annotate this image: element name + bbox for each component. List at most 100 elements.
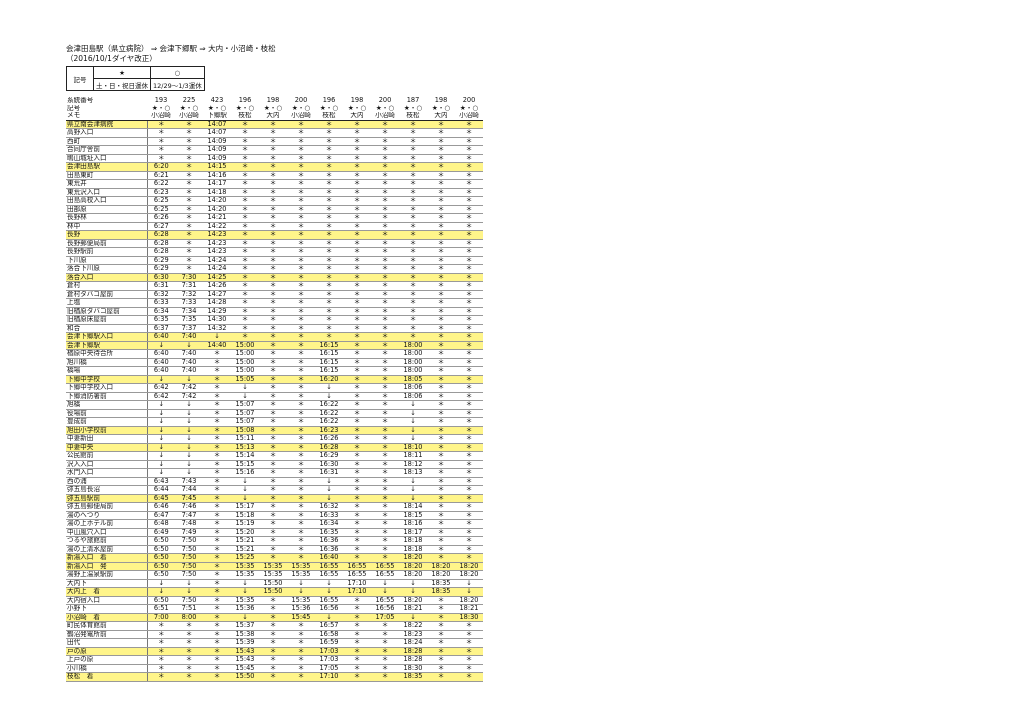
time-cell: ＊: [259, 273, 287, 282]
time-cell: ＊: [343, 477, 371, 486]
time-cell: ↓: [147, 409, 175, 418]
time-cell: ＊: [231, 256, 259, 265]
stop-name: 倉村タバコ屋前: [66, 290, 148, 299]
stop-name: 長野: [66, 230, 148, 240]
time-cell: 16:22: [315, 409, 343, 418]
time-cell: ＊: [399, 162, 427, 172]
table-row: 新湯入口 着 6:50 7:50 ＊ 15:25 ＊＊ 16:40 ＊＊ 18:20 ＊＊: [66, 553, 483, 563]
stop-name: 合同庁舎前: [66, 145, 148, 155]
time-cell: ＊: [259, 145, 287, 155]
time-cell: ＊: [175, 154, 203, 163]
time-cell: 15:35: [231, 596, 259, 605]
time-cell: ＊: [287, 298, 315, 308]
time-cell: 7:40: [175, 358, 203, 367]
header-row: メモ 小沼崎 小沼崎 下郷駅 枝松 大内 小沼崎 枝松 大内 小沼崎 枝松 大内 小沼崎: [66, 112, 483, 121]
time-cell: ↓: [231, 383, 259, 393]
time-cell: ＊: [259, 443, 287, 452]
time-cell: ＊: [455, 196, 483, 206]
symbol: ★・○: [291, 104, 311, 112]
time-cell: 16:34: [315, 519, 343, 529]
time-cell: ＊: [259, 290, 287, 299]
time-cell: ＊: [343, 239, 371, 248]
stop-name: 湯の上清水屋前: [66, 545, 148, 554]
time-cell: 7:37: [175, 324, 203, 333]
time-cell: ＊: [427, 664, 455, 673]
stop-name: 中妻中央: [66, 443, 148, 452]
time-cell: 15:36: [287, 604, 315, 614]
time-cell: ↓: [175, 587, 203, 597]
time-cell: ＊: [427, 426, 455, 435]
time-cell: ↓: [231, 392, 259, 401]
time-cell: 7:43: [175, 477, 203, 486]
table-row: 楢原中央待合所 6:40 7:40 ＊ 15:00 ＊＊ 16:15 ＊＊ 18:00 ＊＊: [66, 349, 483, 359]
stop-name: 旭川橋: [66, 358, 148, 367]
time-cell: ＊: [259, 256, 287, 265]
time-cell: 16:55: [315, 596, 343, 605]
time-cell: 6:28: [147, 230, 175, 240]
stop-name: 橋場: [66, 366, 148, 376]
time-cell: 7:51: [175, 604, 203, 614]
time-cell: ＊: [203, 596, 231, 605]
time-cell: ＊: [343, 528, 371, 537]
time-cell: ＊: [259, 545, 287, 554]
time-cell: ＊: [259, 332, 287, 342]
table-row: 長野林 6:26 ＊ 14:21 ＊＊＊＊＊＊＊＊＊: [66, 213, 483, 223]
time-cell: 16:55: [343, 570, 371, 580]
time-cell: 15:05: [231, 375, 259, 384]
table-row: 公民館前 ↓ ↓ ＊ 15:14 ＊＊ 16:29 ＊＊ 18:11 ＊＊: [66, 451, 483, 461]
table-row: 湯のへつり 6:47 7:47 ＊ 15:18 ＊＊ 16:33 ＊＊ 18:15 ＊＊: [66, 511, 483, 520]
time-cell: ＊: [343, 621, 371, 631]
time-cell: ＊: [231, 281, 259, 291]
time-cell: 16:33: [315, 511, 343, 520]
time-cell: 18:00: [399, 358, 427, 367]
legend-table: 記号 ★ ○ 土・日・祝日運休 12/29～1/3運休: [66, 66, 205, 91]
time-cell: 15:25: [231, 553, 259, 563]
time-cell: ＊: [287, 256, 315, 265]
time-cell: ↓: [455, 587, 483, 597]
time-cell: 6:50: [147, 536, 175, 546]
time-cell: ↓: [399, 434, 427, 444]
time-cell: 7:49: [175, 528, 203, 537]
time-cell: ＊: [371, 366, 399, 376]
time-cell: ＊: [455, 400, 483, 410]
time-cell: ＊: [315, 188, 343, 197]
table-row: 西の浦 6:43 7:43 ＊ ↓ ＊＊ ↓ ＊＊ ↓ ＊＊: [66, 477, 483, 486]
time-cell: 17:05: [371, 613, 399, 622]
time-cell: ＊: [315, 290, 343, 299]
time-cell: 7:31: [175, 281, 203, 291]
time-cell: 18:30: [455, 613, 483, 622]
time-cell: ＊: [427, 366, 455, 376]
time-cell: ＊: [203, 511, 231, 520]
time-cell: ↓: [399, 613, 427, 622]
time-cell: 17:05: [315, 664, 343, 673]
time-cell: ＊: [259, 638, 287, 648]
time-cell: 7:42: [175, 392, 203, 401]
time-cell: 16:23: [315, 426, 343, 435]
time-cell: ↓: [175, 400, 203, 410]
table-row: 旧楢原床屋前 6:35 7:35 14:30 ＊＊＊＊＊＊＊＊＊: [66, 315, 483, 325]
time-cell: 18:11: [399, 451, 427, 461]
time-cell: 15:14: [231, 451, 259, 461]
time-cell: 7:50: [175, 536, 203, 546]
time-cell: ＊: [343, 485, 371, 495]
stop-name: 沢入入口: [66, 460, 148, 469]
table-row: 沢入入口 ↓ ↓ ＊ 15:15 ＊＊ 16:30 ＊＊ 18:12 ＊＊: [66, 460, 483, 469]
time-cell: ＊: [343, 392, 371, 401]
time-cell: 14:24: [203, 264, 231, 274]
time-cell: ＊: [371, 205, 399, 214]
header-row: 記号 ★・○ ★・○ ★・○ ★・○ ★・○ ★・○ ★・○ ★・○ ★・○ ★・○ ★・○ ★・○: [66, 105, 483, 113]
time-cell: ＊: [287, 536, 315, 546]
time-cell: ＊: [315, 247, 343, 257]
time-cell: ＊: [203, 655, 231, 665]
route-number: 198: [266, 97, 280, 104]
table-row: 長野郵便局前 6:28 ＊ 14:23 ＊＊＊＊＊＊＊＊＊: [66, 239, 483, 248]
time-cell: ＊: [259, 630, 287, 639]
time-cell: 15:43: [231, 647, 259, 656]
time-cell: ＊: [371, 468, 399, 478]
time-cell: 14:09: [203, 137, 231, 146]
time-cell: 6:26: [147, 213, 175, 223]
time-cell: ＊: [259, 426, 287, 435]
time-cell: ＊: [231, 154, 259, 163]
time-cell: 15:50: [259, 587, 287, 597]
time-cell: ＊: [427, 137, 455, 146]
